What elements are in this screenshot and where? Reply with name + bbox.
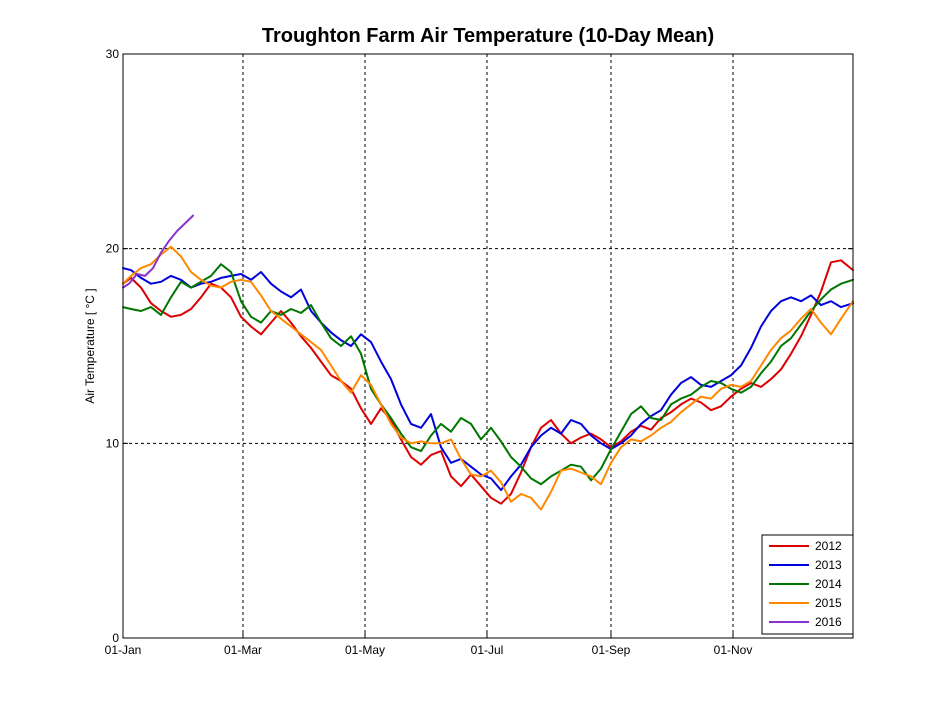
y-tick-label: 30 bbox=[106, 47, 120, 61]
plot-area bbox=[122, 53, 854, 639]
x-tick-label: 01-Jan bbox=[105, 643, 142, 657]
x-tick-label: 01-Jul bbox=[471, 643, 504, 657]
y-tick-label: 0 bbox=[112, 631, 119, 645]
legend-label-2012: 2012 bbox=[815, 539, 842, 553]
series-line-2014 bbox=[122, 263, 854, 486]
axis-ticks: 0 10 20 30 01-Jan 01-Mar 01-May 01-Jul 01-Sep 01-… bbox=[105, 47, 853, 657]
y-axis-label: Air Temperature [ °C ] bbox=[83, 288, 97, 403]
legend: 2012 2013 2014 2015 2016 bbox=[761, 534, 854, 635]
series-line-2015 bbox=[122, 245, 854, 511]
legend-label-2016: 2016 bbox=[815, 615, 842, 629]
series-line-2016 bbox=[122, 214, 194, 289]
legend-label-2013: 2013 bbox=[815, 558, 842, 572]
series-lines bbox=[122, 214, 854, 511]
y-tick-label: 20 bbox=[106, 242, 120, 256]
series-line-2012 bbox=[122, 259, 854, 505]
x-tick-label: 01-May bbox=[345, 643, 385, 657]
series-line-2013 bbox=[122, 267, 854, 492]
y-tick-label: 10 bbox=[106, 436, 120, 450]
chart-title: Troughton Farm Air Temperature (10-Day M… bbox=[262, 25, 714, 47]
x-tick-label: 01-Nov bbox=[714, 643, 753, 657]
plot-frame bbox=[122, 53, 854, 639]
legend-label-2015: 2015 bbox=[815, 596, 842, 610]
grid bbox=[122, 54, 853, 638]
x-tick-label: 01-Sep bbox=[592, 643, 631, 657]
x-tick-label: 01-Mar bbox=[224, 643, 262, 657]
legend-label-2014: 2014 bbox=[815, 577, 842, 591]
